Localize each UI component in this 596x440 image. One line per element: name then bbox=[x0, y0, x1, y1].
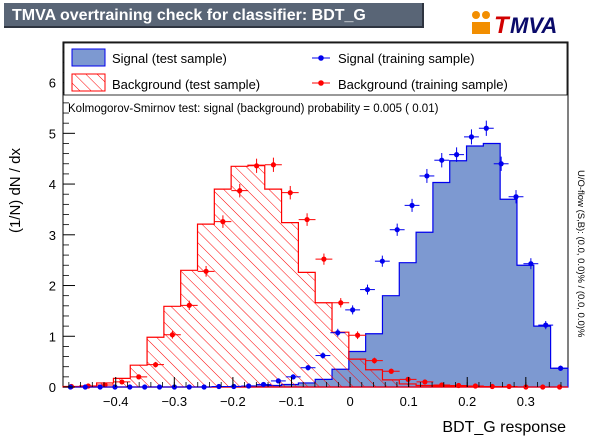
signal-training-point bbox=[112, 384, 118, 390]
background-training-point bbox=[304, 216, 310, 223]
x-tick-label: 0.2 bbox=[458, 394, 476, 409]
signal-training-point bbox=[231, 383, 237, 390]
background-training-point bbox=[119, 379, 125, 385]
legend-marker-signal-training bbox=[318, 55, 324, 61]
background-training-point bbox=[371, 358, 378, 364]
x-tick-label: −0.1 bbox=[279, 394, 305, 409]
signal-training-point bbox=[543, 322, 549, 328]
legend-label-background-test: Background (test sample) bbox=[112, 77, 260, 92]
legend-swatch-signal-test bbox=[71, 48, 106, 67]
y-axis-label: (1/N) dN / dx bbox=[7, 148, 24, 234]
y-tick-label: 5 bbox=[49, 126, 56, 141]
background-training-point bbox=[540, 384, 546, 390]
y-tick-label: 6 bbox=[49, 76, 56, 91]
background-training-point bbox=[556, 384, 563, 390]
signal-training-point bbox=[454, 152, 460, 158]
logo-dot-icon bbox=[482, 11, 490, 19]
signal-training-point bbox=[528, 261, 534, 267]
background-training-point bbox=[136, 374, 142, 380]
overflow-text: U/O-flow (S,B): (0.0, 0.0)% / (0.0, 0.0)… bbox=[575, 170, 586, 338]
signal-training-point bbox=[424, 173, 430, 179]
signal-training-point bbox=[409, 202, 415, 208]
background-training-point bbox=[237, 188, 243, 194]
background-training-point bbox=[506, 383, 512, 390]
signal-training-point bbox=[142, 384, 148, 390]
signal-training-point bbox=[127, 384, 133, 390]
logo-text: MVA bbox=[510, 13, 557, 38]
signal-training-point bbox=[498, 161, 504, 167]
y-tick-label: 4 bbox=[49, 177, 56, 192]
signal-training-point bbox=[379, 258, 385, 264]
y-tick-label: 1 bbox=[49, 329, 56, 344]
signal-training-point bbox=[320, 352, 326, 359]
background-training-point bbox=[220, 219, 226, 225]
signal-training-point bbox=[439, 157, 445, 163]
signal-training-point bbox=[364, 286, 371, 293]
chart-title: TMVA overtraining check for classifier: … bbox=[4, 3, 424, 28]
background-training-point bbox=[354, 332, 361, 338]
background-training-point bbox=[270, 162, 277, 168]
legend-marker-background-training bbox=[318, 80, 324, 86]
background-training-point bbox=[338, 300, 344, 306]
background-training-point bbox=[169, 332, 176, 338]
background-training-point bbox=[253, 163, 260, 169]
signal-training-point bbox=[305, 365, 311, 371]
signal-training-point bbox=[260, 381, 267, 388]
signal-training-point bbox=[468, 134, 475, 140]
y-tick-label: 3 bbox=[49, 228, 56, 243]
background-training-point bbox=[321, 256, 327, 262]
x-tick-label: 0.3 bbox=[517, 394, 535, 409]
legend-label-signal-test: Signal (test sample) bbox=[112, 51, 227, 66]
ks-test-text: Kolmogorov-Smirnov test: signal (backgro… bbox=[68, 103, 439, 115]
signal-training-point bbox=[513, 194, 519, 200]
svg-text:T: T bbox=[494, 12, 511, 39]
signal-training-point bbox=[483, 125, 489, 131]
x-tick-label: 0.1 bbox=[400, 394, 418, 409]
x-tick-label: −0.4 bbox=[103, 394, 129, 409]
background-training-point bbox=[152, 362, 159, 368]
signal-training-point bbox=[216, 383, 222, 390]
background-training-point bbox=[439, 382, 445, 388]
x-tick-label: 0 bbox=[346, 394, 353, 409]
background-training-point bbox=[287, 190, 293, 196]
logo-bar-icon bbox=[472, 22, 490, 34]
background-training-point bbox=[422, 379, 428, 385]
signal-training-point bbox=[246, 383, 252, 389]
signal-training-point bbox=[82, 384, 88, 390]
y-tick-label: 0 bbox=[49, 380, 56, 395]
background-training-point bbox=[405, 376, 411, 382]
background-training-point bbox=[472, 383, 479, 389]
x-tick-label: −0.2 bbox=[220, 394, 246, 409]
signal-training-point bbox=[394, 227, 400, 233]
x-axis-label: BDT_G response bbox=[442, 419, 566, 436]
signal-training-point bbox=[335, 330, 341, 336]
legend-box: Signal (test sample) Background (test sa… bbox=[63, 42, 568, 96]
legend-swatch-background-test bbox=[71, 73, 106, 92]
logo-dot-icon bbox=[472, 11, 480, 19]
tmva-logo: T MVA bbox=[472, 11, 557, 39]
signal-training-point bbox=[156, 384, 163, 390]
background-training-point bbox=[186, 302, 192, 308]
y-tick-label: 2 bbox=[49, 279, 56, 294]
signal-training-point bbox=[97, 384, 103, 390]
x-tick-label: −0.3 bbox=[161, 394, 187, 409]
signal-training-point bbox=[201, 384, 207, 390]
signal-training-point bbox=[350, 307, 356, 313]
background-training-point bbox=[388, 368, 394, 374]
signal-training-point bbox=[186, 384, 192, 390]
background-training-point bbox=[203, 268, 209, 274]
signal-training-point bbox=[557, 365, 564, 371]
background-test-histogram bbox=[62, 164, 568, 388]
legend-label-signal-training: Signal (training sample) bbox=[338, 51, 475, 66]
signal-training-point bbox=[275, 378, 281, 384]
legend-label-background-training: Background (training sample) bbox=[338, 77, 508, 92]
background-training-point bbox=[455, 382, 462, 389]
